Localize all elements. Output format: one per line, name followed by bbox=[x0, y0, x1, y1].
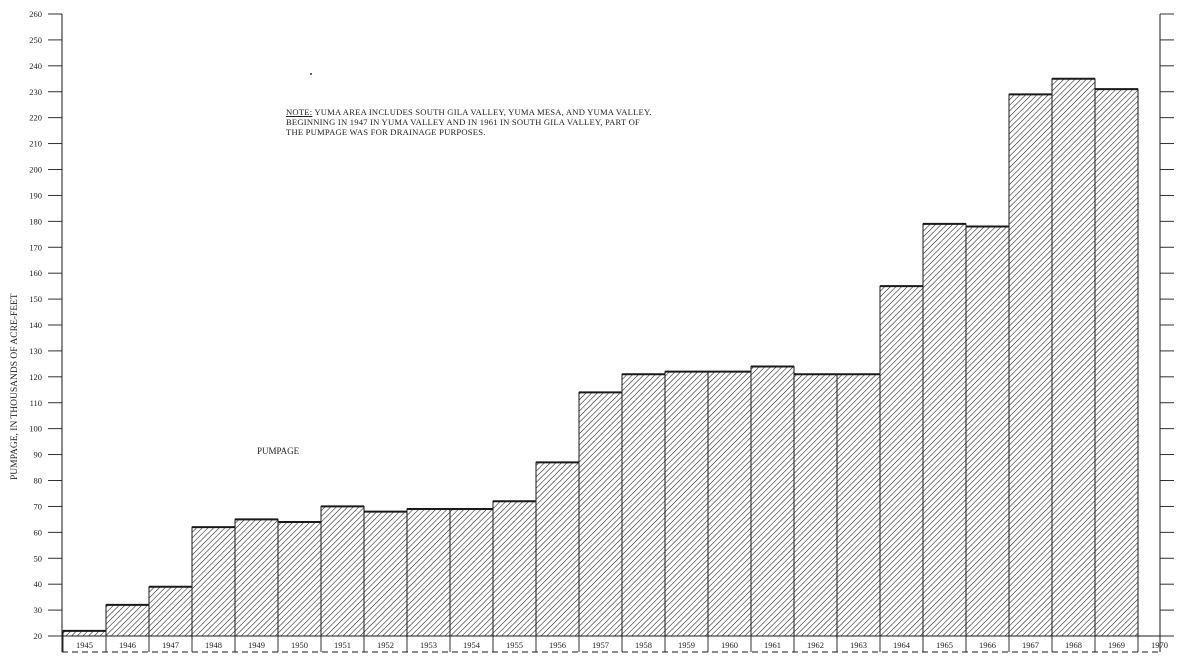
note-line-2: BEGINNING IN 1947 IN YUMA VALLEY AND IN … bbox=[286, 117, 640, 127]
y-tick-label: 250 bbox=[29, 35, 42, 45]
bar bbox=[664, 371, 709, 637]
bar bbox=[363, 511, 408, 637]
y-tick-label: 170 bbox=[29, 242, 42, 252]
y-tick-label: 240 bbox=[29, 61, 42, 71]
stray-mark bbox=[310, 73, 312, 75]
bar bbox=[793, 373, 838, 637]
y-tick-label: 80 bbox=[34, 476, 43, 486]
x-tick-label: 1970 bbox=[1151, 640, 1168, 650]
bar bbox=[707, 371, 752, 637]
y-tick-label: 200 bbox=[29, 165, 42, 175]
y-tick-label: 130 bbox=[29, 346, 42, 356]
y-tick-label: 30 bbox=[34, 605, 43, 615]
x-tick-label: 1959 bbox=[678, 640, 695, 650]
y-tick-label: 220 bbox=[29, 113, 42, 123]
bar bbox=[879, 285, 924, 637]
x-tick-label: 1948 bbox=[205, 640, 222, 650]
y-tick-label: 230 bbox=[29, 87, 42, 97]
x-tick-label: 1952 bbox=[377, 640, 394, 650]
note-prefix: NOTE: bbox=[286, 107, 313, 117]
y-tick-label: 40 bbox=[34, 579, 43, 589]
x-tick-label: 1962 bbox=[807, 640, 824, 650]
x-tick-label: 1949 bbox=[248, 640, 265, 650]
bar bbox=[191, 526, 236, 637]
x-tick-label: 1950 bbox=[291, 640, 308, 650]
y-tick-label: 20 bbox=[34, 631, 43, 641]
bar bbox=[1094, 88, 1139, 637]
y-tick-label: 100 bbox=[29, 424, 42, 434]
y-tick-label: 180 bbox=[29, 216, 42, 226]
y-tick-label: 120 bbox=[29, 372, 42, 382]
y-tick-label: 150 bbox=[29, 294, 42, 304]
y-tick-label: 110 bbox=[30, 398, 42, 408]
x-tick-label: 1960 bbox=[721, 640, 738, 650]
y-tick-label: 70 bbox=[34, 501, 43, 511]
bar bbox=[1008, 93, 1053, 637]
bars-group bbox=[62, 77, 1139, 637]
bar bbox=[449, 508, 494, 637]
x-tick-label: 1969 bbox=[1108, 640, 1125, 650]
bar bbox=[1051, 78, 1096, 637]
bar bbox=[148, 586, 193, 637]
x-tick-labels: 1945 1946 1947 1948 1949 1950 1951 1952 1953 1954… bbox=[62, 636, 1168, 653]
y-tick-label: 90 bbox=[34, 450, 43, 460]
bar bbox=[234, 518, 279, 637]
bar bbox=[922, 223, 967, 637]
bar bbox=[406, 508, 451, 637]
y-tick-label: 160 bbox=[29, 268, 42, 278]
x-tick-label: 1968 bbox=[1065, 640, 1082, 650]
x-tick-label: 1947 bbox=[162, 640, 179, 650]
bar bbox=[320, 505, 365, 637]
bar bbox=[965, 226, 1010, 637]
y-axis-label: PUMPAGE, IN THOUSANDS OF ACRE-FEET bbox=[10, 293, 20, 480]
bar bbox=[836, 373, 881, 637]
x-tick-label: 1961 bbox=[764, 640, 781, 650]
x-tick-label: 1957 bbox=[592, 640, 609, 650]
note-line-1: NOTE: YUMA AREA INCLUDES SOUTH GILA VALL… bbox=[286, 107, 826, 117]
bar bbox=[621, 373, 666, 637]
y-tick-label: 260 bbox=[29, 9, 42, 19]
x-tick-label: 1946 bbox=[119, 640, 136, 650]
x-tick-label: 1965 bbox=[936, 640, 953, 650]
note-line-3: THE PUMPAGE WAS FOR DRAINAGE PURPOSES. bbox=[286, 127, 486, 137]
y-tick-label: 210 bbox=[29, 139, 42, 149]
x-tick-label: 1951 bbox=[334, 640, 351, 650]
x-tick-label: 1956 bbox=[549, 640, 566, 650]
x-tick-label: 1953 bbox=[420, 640, 437, 650]
x-tick-label: 1955 bbox=[506, 640, 523, 650]
y-tick-label: 140 bbox=[29, 320, 42, 330]
bar bbox=[492, 500, 537, 637]
bar bbox=[105, 604, 150, 637]
series-label: PUMPAGE bbox=[257, 446, 300, 456]
bar bbox=[750, 365, 795, 637]
chart-note: NOTE: YUMA AREA INCLUDES SOUTH GILA VALL… bbox=[286, 107, 826, 137]
x-tick-label: 1958 bbox=[635, 640, 652, 650]
bar bbox=[277, 521, 322, 637]
x-tick-label: 1945 bbox=[76, 640, 93, 650]
bar bbox=[535, 461, 580, 637]
y-tick-label: 60 bbox=[34, 527, 43, 537]
y-tick-label: 50 bbox=[34, 553, 43, 563]
x-tick-label: 1967 bbox=[1022, 640, 1039, 650]
x-tick-label: 1966 bbox=[979, 640, 996, 650]
x-tick-label: 1963 bbox=[850, 640, 867, 650]
bar bbox=[578, 391, 623, 637]
note-line-1-text: YUMA AREA INCLUDES SOUTH GILA VALLEY, YU… bbox=[312, 107, 652, 117]
y-tick-label: 190 bbox=[29, 190, 42, 200]
x-tick-label: 1954 bbox=[463, 640, 481, 650]
x-tick-label: 1964 bbox=[893, 640, 911, 650]
